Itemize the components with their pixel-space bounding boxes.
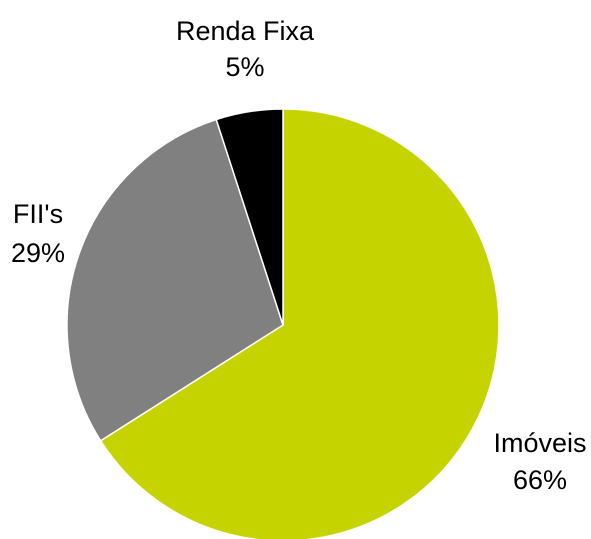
pie-labels: Imóveis 66% FII's 29% Renda Fixa 5% xyxy=(11,16,587,495)
pie-slice-renda-fixa xyxy=(215,108,284,326)
slice-value-label: 66% xyxy=(513,465,567,495)
slice-value-label: 5% xyxy=(225,52,264,82)
slice-category-label: Renda Fixa xyxy=(176,16,315,46)
pie-slice-im-veis xyxy=(99,108,500,539)
slice-category-label: FII's xyxy=(13,199,63,229)
slice-category-label: Imóveis xyxy=(493,428,586,458)
slice-value-label: 29% xyxy=(11,238,65,268)
pie-slices xyxy=(66,108,500,539)
pie-slice-fii-s xyxy=(66,118,284,442)
